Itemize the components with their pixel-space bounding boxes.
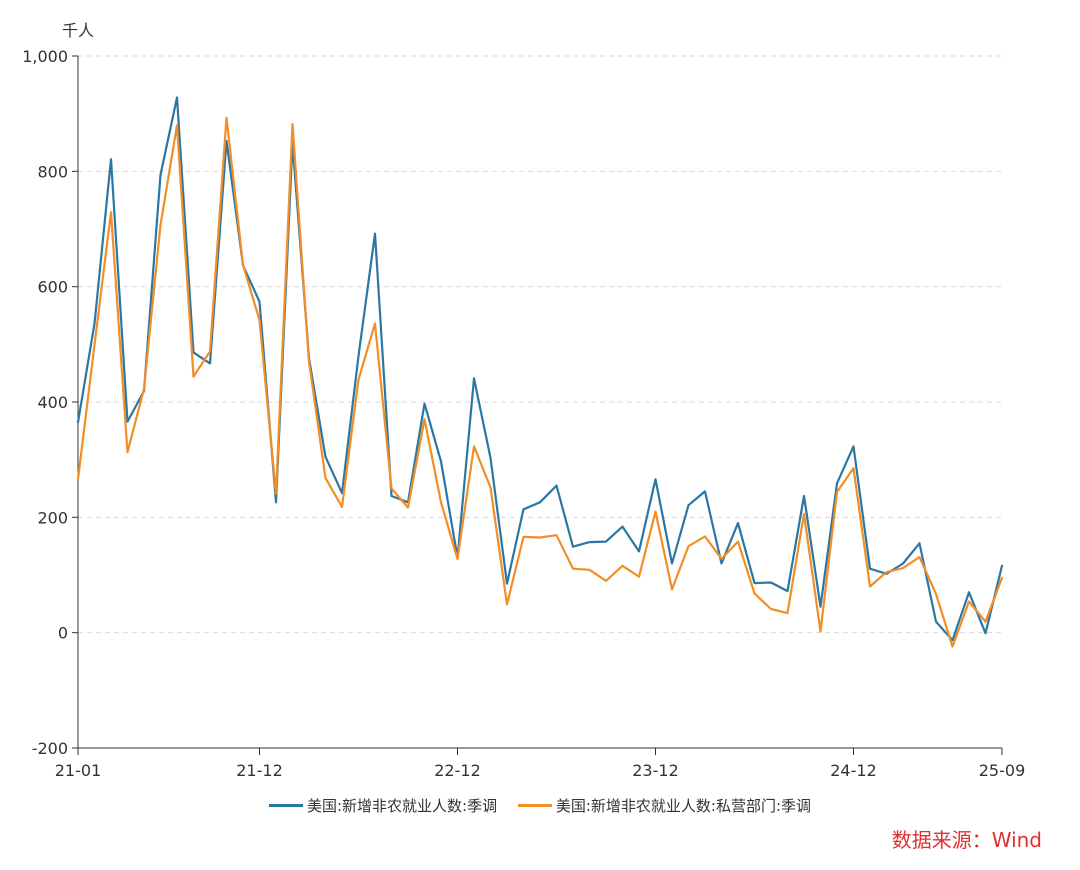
y-tick-label: 0 [58, 624, 68, 643]
y-tick-label: 1,000 [22, 47, 68, 66]
y-tick-label: -200 [32, 739, 68, 758]
y-axis-unit-label: 千人 [62, 21, 94, 40]
x-tick-label: 22-12 [434, 761, 481, 780]
x-tick-label: 24-12 [830, 761, 877, 780]
source-note: 数据来源：Wind [891, 828, 1042, 852]
y-tick-label: 800 [37, 162, 68, 181]
series-lines [76, 96, 1004, 648]
legend-label-private: 美国:新增非农就业人数:私营部门:季调 [555, 797, 812, 815]
y-tick-label: 600 [37, 278, 68, 297]
legend-item-private[interactable]: 美国:新增非农就业人数:私营部门:季调 [517, 795, 812, 816]
x-tick-label: 25-09 [979, 761, 1026, 780]
legend: 美国:新增非农就业人数:季调 美国:新增非农就业人数:私营部门:季调 [0, 793, 1080, 816]
legend-label-total: 美国:新增非农就业人数:季调 [306, 797, 498, 815]
axes: -200 0 200 400 600 800 1,000 21-01 21-12 22-12 23-… [22, 47, 1025, 780]
x-tick-label: 23-12 [632, 761, 679, 780]
legend-swatch-total [268, 804, 303, 807]
series-line-total [76, 96, 1004, 642]
x-tick-label: 21-12 [236, 761, 283, 780]
legend-swatch-private [517, 804, 552, 807]
y-tick-label: 200 [37, 508, 68, 527]
legend-item-total[interactable]: 美国:新增非农就业人数:季调 [268, 795, 498, 816]
series-line-private [76, 116, 1004, 648]
x-tick-label: 21-01 [55, 761, 102, 780]
y-tick-label: 400 [37, 393, 68, 412]
